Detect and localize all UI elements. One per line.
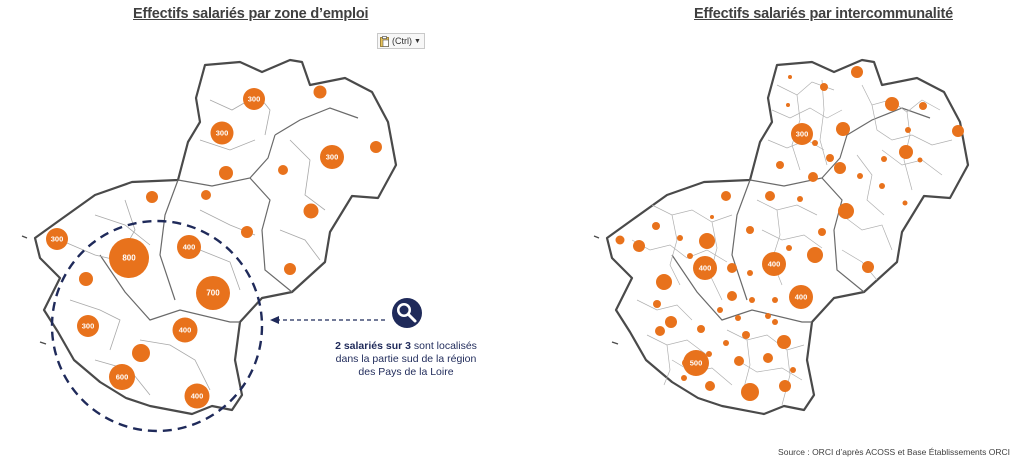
svg-text:300: 300: [82, 322, 95, 331]
bubble-300-e: 300: [77, 315, 99, 337]
department-borders-right: [671, 107, 931, 323]
svg-text:300: 300: [248, 95, 261, 104]
bubble-400-b: 400: [172, 317, 198, 343]
bubble-400-c: 400: [184, 383, 210, 409]
clipboard-icon: [380, 35, 389, 47]
callout-text: 2 salariés sur 3 sont localisés dans la …: [330, 340, 482, 379]
svg-text:400: 400: [191, 392, 204, 401]
island: [21, 235, 47, 345]
department-borders: [99, 107, 359, 323]
bubble-400-a: 400: [177, 235, 201, 259]
svg-text:400: 400: [795, 293, 808, 302]
svg-text:400: 400: [179, 326, 192, 335]
svg-text:600: 600: [116, 373, 129, 382]
map-zone-emploi: 300 300 300 300 800 400 700 300 400 600 …: [21, 58, 422, 433]
bubble-600: 600: [109, 364, 135, 390]
callout-bold: 2 salariés sur 3: [335, 340, 411, 352]
svg-text:700: 700: [206, 289, 220, 298]
callout-arrow: [270, 316, 386, 324]
bubble-300-a: 300: [243, 88, 265, 110]
svg-text:400: 400: [183, 243, 196, 252]
map-title-zone-emploi: Effectifs salariés par zone d’emploi: [133, 6, 369, 22]
bubble-r-400-b: 400: [762, 252, 786, 276]
bubble-300-c: 300: [320, 145, 344, 169]
map-intercommunalite: 300 400 400 400 500: [593, 58, 970, 416]
bubble-300-b: 300: [210, 121, 234, 145]
svg-text:400: 400: [699, 264, 712, 273]
bubble-r-300: 300: [791, 123, 813, 145]
dropdown-arrow-icon: ▼: [414, 37, 421, 45]
bubble-r-400-a: 400: [693, 256, 717, 280]
island-right: [593, 235, 619, 345]
bubble-r-400-c: 400: [789, 285, 813, 309]
svg-text:400: 400: [768, 260, 781, 269]
callout-text-2: dans la partie sud de la région: [335, 353, 477, 365]
svg-text:300: 300: [51, 235, 64, 244]
callout-text-3: des Pays de la Loire: [358, 366, 454, 378]
bubble-800: 800: [109, 238, 149, 278]
svg-text:300: 300: [326, 153, 339, 162]
bubble-300-d: 300: [46, 228, 68, 250]
paste-options-label: (Ctrl): [392, 36, 412, 46]
bubble-r-500: 500: [683, 350, 709, 376]
bubbles-small-left: [79, 85, 382, 362]
svg-text:300: 300: [216, 129, 229, 138]
bubble-700: 700: [196, 276, 230, 310]
south-highlight-circle: [50, 219, 264, 433]
paste-options-button[interactable]: (Ctrl) ▼: [377, 33, 425, 49]
source-note: Source : ORCI d’après ACOSS et Base Étab…: [778, 447, 1010, 457]
map-title-intercommunalite: Effectifs salariés par intercommunalité: [694, 6, 953, 22]
bubbles-small-right: [615, 66, 964, 401]
svg-text:500: 500: [690, 359, 703, 368]
svg-text:300: 300: [796, 130, 809, 139]
magnifier-icon: [392, 298, 422, 328]
svg-text:800: 800: [122, 254, 136, 263]
callout-text-1: sont localisés: [410, 340, 477, 352]
